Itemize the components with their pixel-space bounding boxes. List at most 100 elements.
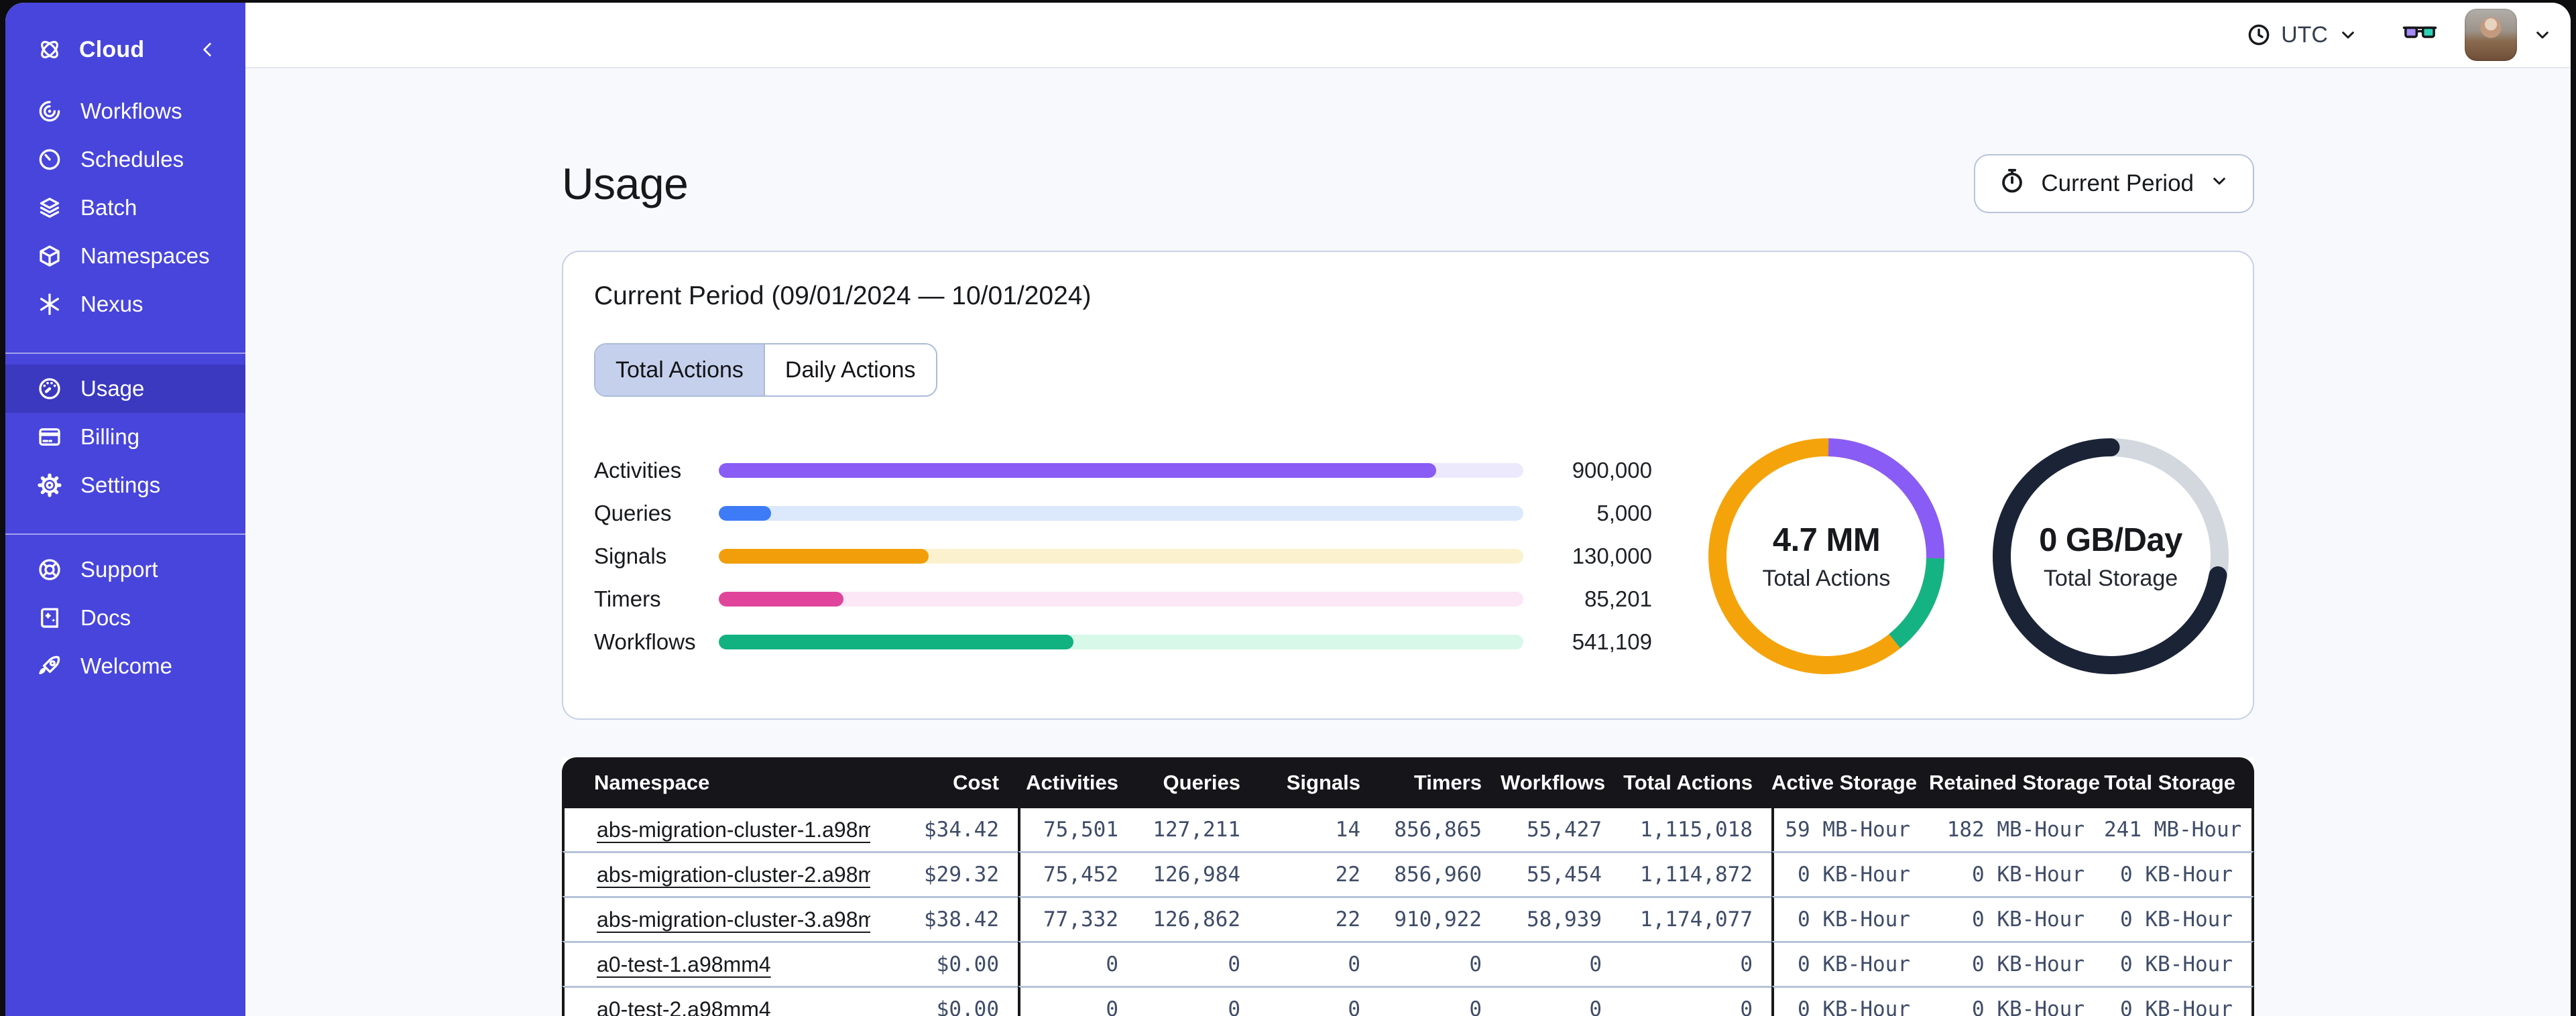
account-menu-chevron[interactable] <box>2532 24 2553 46</box>
donut-charts: 4.7 MM Total Actions 0 GB/Day Total Stor… <box>1708 438 2229 674</box>
table-cell: 1,114,872 <box>1621 851 1771 896</box>
table-cell: 0 KB-Hour <box>1771 851 1929 896</box>
table-cell: 182 MB-Hour <box>1929 808 2103 851</box>
bar-label: Activities <box>594 458 682 483</box>
donut-ring <box>1708 438 1944 674</box>
table-cell: 0 <box>1259 941 1379 986</box>
table-cell: 0 <box>1259 986 1379 1016</box>
table-cell: 0 <box>1137 941 1259 986</box>
support-icon <box>36 556 63 583</box>
table-cell: 58,939 <box>1501 896 1621 941</box>
sidebar-item-support[interactable]: Support <box>5 546 245 594</box>
sidebar-item-welcome[interactable]: Welcome <box>5 642 245 690</box>
topbar: UTC <box>245 3 2571 68</box>
table-row: abs-migration-cluster-2.a98mm4$29.3275,4… <box>562 851 2254 896</box>
content-area: Usage Current Period Current Period (09/… <box>245 68 2571 1016</box>
table-cell: 75,452 <box>1018 851 1137 896</box>
namespace-link[interactable]: a0-test-2.a98mm4 <box>597 997 771 1016</box>
table-cell: 0 <box>1018 986 1137 1016</box>
sidebar-item-billing[interactable]: Billing <box>5 413 245 461</box>
bar-row-signals: Signals 130,000 <box>594 535 1652 578</box>
table-row: abs-migration-cluster-3.a98mm4$38.4277,3… <box>562 896 2254 941</box>
actions-tabs: Total Actions Daily Actions <box>594 343 937 397</box>
bar-fill <box>719 592 843 607</box>
tab-total-actions[interactable]: Total Actions <box>595 344 765 395</box>
namespace-link[interactable]: abs-migration-cluster-2.a98mm4 <box>597 862 870 887</box>
sidebar-item-label: Settings <box>80 472 161 497</box>
sidebar-divider <box>5 353 245 354</box>
chevron-down-icon <box>2209 170 2230 198</box>
total-storage-value: 0 GB/Day <box>2039 521 2182 558</box>
namespace-link[interactable]: abs-migration-cluster-3.a98mm4 <box>597 907 870 932</box>
sidebar-item-label: Welcome <box>80 653 172 678</box>
namespaces-icon <box>36 243 63 269</box>
sidebar-item-docs[interactable]: Docs <box>5 594 245 642</box>
bar-value: 85,201 <box>1584 586 1652 611</box>
table-cell: 0 KB-Hour <box>1929 851 2103 896</box>
total-actions-label: Total Actions <box>1762 565 1891 591</box>
sidebar-item-label: Namespaces <box>80 243 210 268</box>
sidebar-item-settings[interactable]: Settings <box>5 461 245 509</box>
sidebar-item-usage[interactable]: Usage <box>5 365 245 413</box>
sidebar-brand[interactable]: Cloud <box>5 3 245 87</box>
table-row: a0-test-1.a98mm4 $0.00 0 0 0 0 0 0 0 KB-Hour 0 KB… <box>562 941 2254 986</box>
docs-icon <box>36 605 63 631</box>
bar-fill <box>719 549 929 564</box>
table-cell: 0 KB-Hour <box>2103 896 2254 941</box>
sidebar-item-label: Usage <box>80 376 145 401</box>
table-cell: 59 MB-Hour <box>1771 808 1929 851</box>
batch-icon <box>36 194 63 221</box>
table-cell: $38.42 <box>870 896 1018 941</box>
bar-row-queries: Queries 5,000 <box>594 492 1652 535</box>
table-cell: 0 KB-Hour <box>1771 986 1929 1016</box>
table-cell: 127,211 <box>1137 808 1259 851</box>
storage-donut: 0 GB/Day Total Storage <box>1993 438 2229 674</box>
column-header-namespace: Namespace <box>562 757 870 808</box>
tab-daily-actions[interactable]: Daily Actions <box>764 344 936 395</box>
column-header-total-actions: Total Actions <box>1621 757 1771 808</box>
actions-donut: 4.7 MM Total Actions <box>1708 438 1944 674</box>
clock-icon <box>2246 22 2272 48</box>
bar-label: Timers <box>594 586 661 611</box>
table-cell: 1,115,018 <box>1621 808 1771 851</box>
sidebar-item-schedules[interactable]: Schedules <box>5 135 245 184</box>
sidebar-item-nexus[interactable]: Nexus <box>5 280 245 328</box>
table-cell: 0 KB-Hour <box>1929 896 2103 941</box>
table-cell: 1,174,077 <box>1621 896 1771 941</box>
table-cell: 0 <box>1501 986 1621 1016</box>
bar-label: Queries <box>594 501 672 525</box>
sidebar-item-batch[interactable]: Batch <box>5 184 245 232</box>
glasses-icon[interactable] <box>2402 24 2438 46</box>
usage-table: Namespace Cost Activities Queries Signals Tim… <box>562 757 2254 1016</box>
bar-row-timers: Timers 85,201 <box>594 578 1652 621</box>
bar-value: 541,109 <box>1572 629 1652 654</box>
bar-track <box>719 463 1523 478</box>
table-cell: 0 <box>1621 986 1771 1016</box>
table-cell: 0 KB-Hour <box>1929 986 2103 1016</box>
usage-icon <box>36 375 63 402</box>
card-title: Current Period (09/01/2024 — 10/01/2024) <box>594 281 1092 310</box>
billing-icon <box>36 424 63 450</box>
column-header-cost: Cost <box>870 757 1018 808</box>
usage-summary-card: Current Period (09/01/2024 — 10/01/2024)… <box>562 251 2254 720</box>
period-selector-button[interactable]: Current Period <box>1974 154 2254 213</box>
sidebar-item-label: Schedules <box>80 147 184 172</box>
table-cell: 241 MB-Hour <box>2103 808 2254 851</box>
column-header-active-storage: Active Storage <box>1771 757 1929 808</box>
sidebar-item-label: Support <box>80 557 158 582</box>
sidebar-item-workflows[interactable]: Workflows <box>5 87 245 135</box>
namespace-link[interactable]: abs-migration-cluster-1.a98mm4 <box>597 817 870 842</box>
table-cell: $0.00 <box>870 986 1018 1016</box>
sidebar-item-namespaces[interactable]: Namespaces <box>5 232 245 280</box>
nexus-icon <box>36 291 63 318</box>
avatar[interactable] <box>2465 9 2517 61</box>
sidebar-item-label: Billing <box>80 424 140 449</box>
bar-value: 5,000 <box>1596 501 1652 525</box>
workflows-icon <box>36 98 63 125</box>
chevron-left-icon[interactable] <box>194 36 221 63</box>
namespace-link[interactable]: a0-test-1.a98mm4 <box>597 952 771 976</box>
total-actions-value: 4.7 MM <box>1772 521 1881 558</box>
timezone-selector[interactable]: UTC <box>2246 22 2359 48</box>
schedules-icon <box>36 146 63 173</box>
